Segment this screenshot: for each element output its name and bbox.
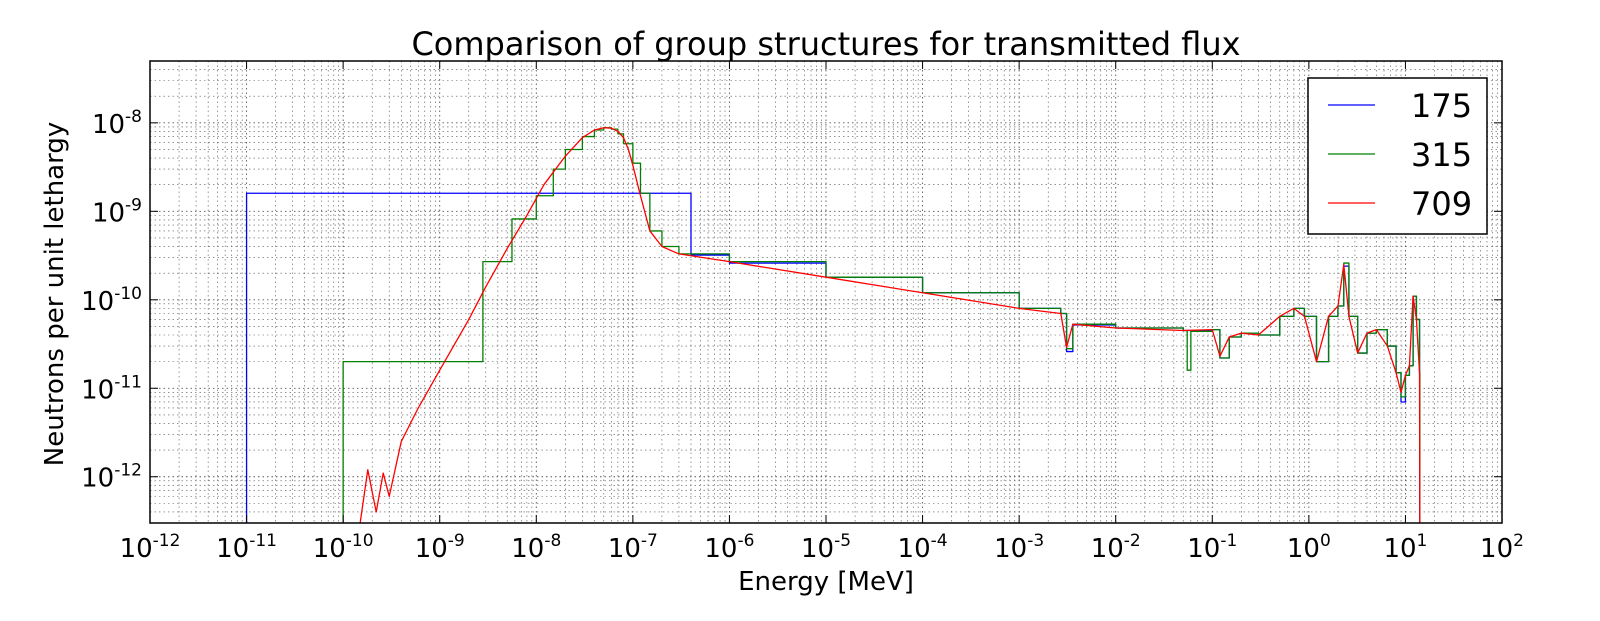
y-axis-label: Neutrons per unit lethargy xyxy=(40,122,70,466)
series-line-175 xyxy=(245,192,1421,523)
legend-label-1: 315 xyxy=(1411,136,1472,174)
series-line-709 xyxy=(359,127,1421,524)
x-tick-label: 10-12 xyxy=(120,531,181,564)
chart-title: Comparison of group structures for trans… xyxy=(411,25,1240,63)
x-tick-label: 102 xyxy=(1480,531,1524,564)
legend-box xyxy=(1307,77,1488,235)
x-tick-label: 101 xyxy=(1383,531,1427,564)
y-tick-label: 10-8 xyxy=(92,107,142,140)
y-tick-label: 10-11 xyxy=(81,372,142,405)
x-tick-label: 10-6 xyxy=(704,531,754,564)
legend-label-2: 709 xyxy=(1411,185,1472,223)
x-tick-label: 10-8 xyxy=(511,531,561,564)
y-tick-label: 10-9 xyxy=(92,195,142,228)
x-axis-label: Energy [MeV] xyxy=(738,567,914,597)
legend-label-0: 175 xyxy=(1411,87,1472,125)
x-tick-label: 10-11 xyxy=(216,531,277,564)
x-tick-label: 10-5 xyxy=(801,531,851,564)
ticks: 10-12 10-11 10-10 10-9 10-8 10-7 10-6 10-5 10-4 1… xyxy=(81,61,1524,564)
x-tick-label: 10-3 xyxy=(994,531,1044,564)
x-tick-label: 100 xyxy=(1287,531,1331,564)
x-tick-label: 10-2 xyxy=(1091,531,1141,564)
x-tick-label: 10-7 xyxy=(608,531,658,564)
legend: 175 315 709 xyxy=(1307,77,1488,235)
y-tick-label: 10-12 xyxy=(81,461,142,494)
plot-frame xyxy=(149,60,1503,524)
y-tick-label: 10-10 xyxy=(81,284,142,317)
x-tick-label: 10-10 xyxy=(313,531,374,564)
grid xyxy=(149,60,1502,524)
series-layer xyxy=(245,127,1421,524)
x-tick-label: 10-1 xyxy=(1187,531,1237,564)
x-tick-label: 10-4 xyxy=(898,531,948,564)
x-tick-label: 10-9 xyxy=(415,531,465,564)
